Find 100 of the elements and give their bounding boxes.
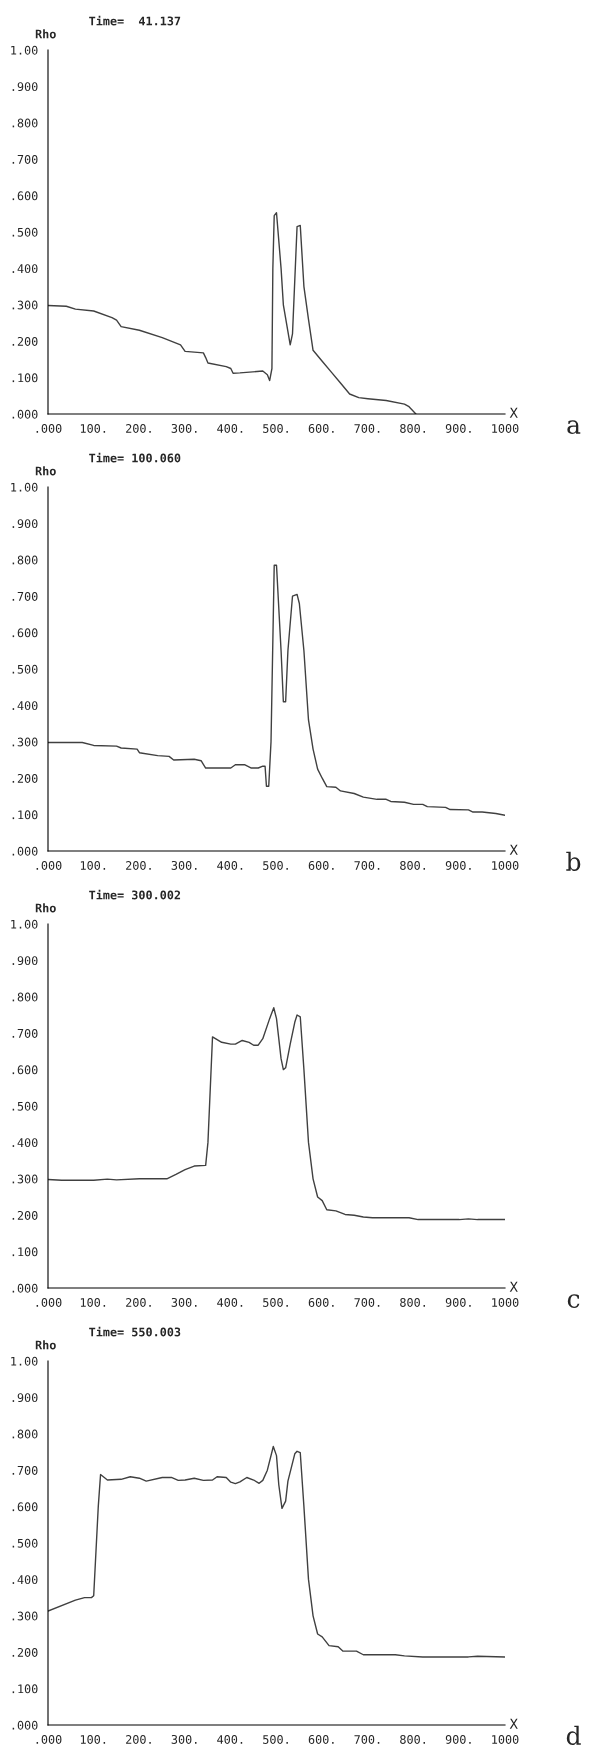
x-tick-label: 100. xyxy=(80,1297,106,1307)
x-tick-label: .000 xyxy=(36,1734,62,1744)
x-tick-label: 100. xyxy=(80,860,106,870)
y-tick-label: .900 xyxy=(12,82,38,92)
x-tick-label: 800. xyxy=(400,1297,425,1307)
y-tick-label: .000 xyxy=(12,409,38,419)
x-tick-label: 500. xyxy=(263,1734,288,1744)
text: a xyxy=(567,420,581,434)
x-tick-label: 600. xyxy=(308,860,334,870)
line-series xyxy=(48,212,417,414)
x-tick-label: .000 xyxy=(36,423,62,433)
chart-title: Time= 100.060 xyxy=(89,452,181,463)
y-tick-label: .700 xyxy=(12,591,38,601)
y-axis-title: Rho xyxy=(35,29,56,39)
y-tick-label: .800 xyxy=(12,555,38,565)
x-tick-label: 500. xyxy=(263,423,288,433)
chart-title: Time= 300.002 xyxy=(89,889,181,900)
x-tick-label: 700. xyxy=(354,860,380,870)
x-tick-label: 400. xyxy=(217,860,243,870)
x-tick-label: 200. xyxy=(126,860,151,870)
x-tick-label: 900. xyxy=(445,860,471,870)
y-tick-label: .500 xyxy=(12,1101,38,1111)
y-tick-label: .500 xyxy=(12,664,38,674)
x-tick-label: 300. xyxy=(171,423,197,433)
chart-title: Time= 550.003 xyxy=(89,1326,181,1337)
x-tick-label: 200. xyxy=(126,1297,151,1307)
y-tick-label: .700 xyxy=(12,154,38,164)
x-tick-label: 900. xyxy=(445,1734,471,1744)
y-tick-label: .600 xyxy=(12,1502,38,1512)
text: b xyxy=(566,851,581,871)
x-tick-label: 800. xyxy=(400,423,425,433)
chart-title: Time= 41.137 xyxy=(89,15,181,26)
x-tick-label: 1000 xyxy=(492,1734,519,1744)
x-tick-label: 100. xyxy=(80,423,106,433)
y-tick-label: .400 xyxy=(12,701,38,711)
y-tick-label: .200 xyxy=(12,1210,38,1220)
x-tick-label: 200. xyxy=(126,1734,151,1744)
y-tick-label: .700 xyxy=(12,1465,38,1475)
y-tick-label: 1.00 xyxy=(11,45,38,55)
x-tick-label: 300. xyxy=(171,860,197,870)
y-tick-label: .400 xyxy=(12,1138,38,1148)
x-tick-label: .000 xyxy=(36,1297,62,1307)
x-tick-label: 700. xyxy=(354,1297,380,1307)
y-tick-label: .200 xyxy=(12,336,38,346)
y-tick-label: .600 xyxy=(12,1065,38,1075)
x-tick-label: 500. xyxy=(263,1297,288,1307)
y-tick-label: .600 xyxy=(12,628,38,638)
y-tick-label: .300 xyxy=(12,1611,38,1621)
y-tick-label: .100 xyxy=(12,810,38,820)
y-tick-label: .400 xyxy=(12,264,38,274)
y-tick-label: .900 xyxy=(12,956,38,966)
y-tick-label: .400 xyxy=(12,1575,38,1585)
x-tick-label: 1000 xyxy=(492,1297,519,1307)
x-axis-title: X xyxy=(509,844,518,855)
line-series xyxy=(48,564,505,817)
y-tick-label: .900 xyxy=(12,519,38,529)
x-tick-label: 600. xyxy=(308,1297,334,1307)
x-tick-label: 200. xyxy=(126,423,151,433)
line-series xyxy=(48,1007,505,1221)
x-tick-label: 900. xyxy=(445,423,471,433)
y-tick-label: .200 xyxy=(12,1647,38,1657)
y-tick-label: .000 xyxy=(12,846,38,856)
y-tick-label: .100 xyxy=(12,373,38,383)
x-tick-label: .000 xyxy=(36,860,62,870)
x-tick-label: 100. xyxy=(80,1734,106,1744)
y-tick-label: .200 xyxy=(12,773,38,783)
x-tick-label: 700. xyxy=(354,423,380,433)
x-axis-title: X xyxy=(509,1718,518,1729)
y-tick-label: .800 xyxy=(12,118,38,128)
x-axis-title: X xyxy=(509,407,518,418)
x-tick-label: 800. xyxy=(400,1734,425,1744)
x-tick-label: 1000 xyxy=(492,423,519,433)
y-tick-label: .100 xyxy=(12,1247,38,1257)
x-tick-label: 900. xyxy=(445,1297,471,1307)
y-tick-label: .900 xyxy=(12,1393,38,1403)
x-tick-label: 300. xyxy=(171,1734,197,1744)
y-tick-label: 1.00 xyxy=(11,482,38,492)
text: c xyxy=(567,1294,580,1308)
y-axis-title: Rho xyxy=(35,1340,56,1350)
y-tick-label: .000 xyxy=(12,1283,38,1293)
y-tick-label: .600 xyxy=(12,191,38,201)
x-tick-label: 700. xyxy=(354,1734,380,1744)
y-tick-label: .300 xyxy=(12,1174,38,1184)
y-tick-label: .100 xyxy=(12,1684,38,1694)
y-tick-label: 1.00 xyxy=(11,919,38,929)
y-tick-label: .500 xyxy=(12,1538,38,1548)
y-axis-title: Rho xyxy=(35,466,56,476)
x-tick-label: 1000 xyxy=(492,860,519,870)
x-tick-label: 300. xyxy=(171,1297,197,1307)
y-tick-label: .000 xyxy=(12,1720,38,1730)
x-tick-label: 600. xyxy=(308,1734,334,1744)
y-tick-label: 1.00 xyxy=(11,1356,38,1366)
x-tick-label: 400. xyxy=(217,423,243,433)
x-tick-label: 400. xyxy=(217,1297,243,1307)
x-tick-label: 500. xyxy=(263,860,288,870)
x-tick-label: 800. xyxy=(400,860,425,870)
line-series xyxy=(48,1445,505,1658)
text: d xyxy=(566,1725,581,1745)
y-tick-label: .300 xyxy=(12,300,38,310)
y-tick-label: .800 xyxy=(12,1429,38,1439)
